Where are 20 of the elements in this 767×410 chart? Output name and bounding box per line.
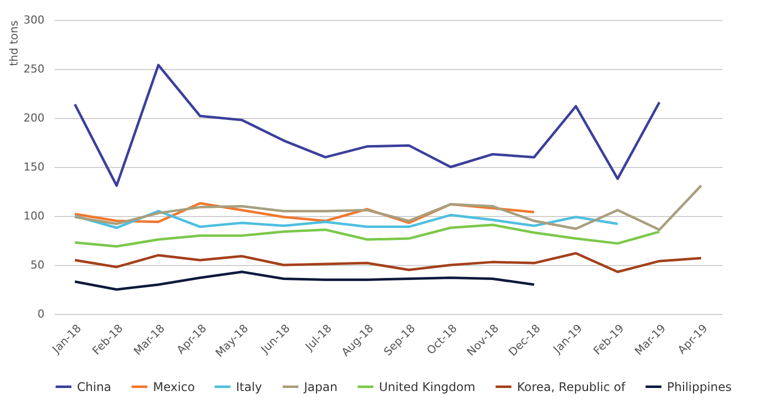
y-axis-title: thd tons <box>8 20 21 66</box>
legend-label: Japan <box>303 380 338 394</box>
legend-label: Italy <box>236 380 262 394</box>
y-tick-label: 250 <box>24 62 44 76</box>
line-series <box>74 184 702 231</box>
legend-label: Philippines <box>667 380 732 394</box>
y-tick-label: 0 <box>38 308 44 320</box>
y-tick-label: 100 <box>24 210 44 222</box>
legend-label: United Kingdom <box>379 380 476 394</box>
legend-label: China <box>77 380 112 394</box>
legend-label: Korea, Republic of <box>517 380 626 394</box>
line-series <box>74 64 661 187</box>
line-series <box>74 252 702 274</box>
legend-label: Mexico <box>153 380 195 394</box>
line-series <box>74 224 661 248</box>
y-tick-label: 200 <box>24 112 44 124</box>
y-tick-label: 50 <box>30 258 44 272</box>
line-series <box>74 270 536 291</box>
y-tick-label: 300 <box>24 14 44 26</box>
y-tick-label: 150 <box>24 160 44 174</box>
